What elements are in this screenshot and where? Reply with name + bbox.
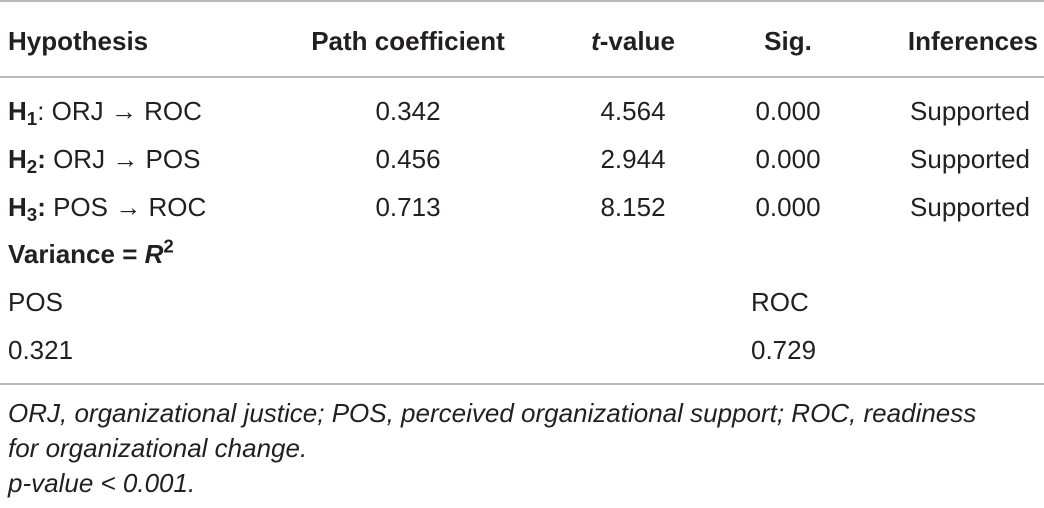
table-row-h3-hypothesis: H3: POS → ROC	[8, 192, 207, 226]
h3-path: POS → ROC	[45, 192, 207, 222]
table-row-h2-t: 2.944	[600, 144, 666, 174]
table-top-rule	[0, 0, 1044, 2]
header-inferences: Inferences	[907, 26, 1038, 56]
h2-path: ORJ → POS	[45, 144, 201, 174]
r-symbol: R	[144, 239, 164, 269]
table-row-h3-inference: Supported	[910, 192, 1030, 222]
table-row-h1-t: 4.564	[600, 96, 666, 126]
variance-pos-label: POS	[8, 287, 63, 317]
footnote-abbrev-line2: for organizational change.	[8, 433, 308, 463]
table-bottom-rule	[0, 383, 1044, 385]
table-row-h2-hypothesis: H2: ORJ → POS	[8, 144, 201, 178]
table-row-h2-sig: 0.000	[755, 144, 821, 174]
table-row-h1-hypothesis: H1: ORJ → ROC	[8, 96, 202, 130]
header-rule	[0, 76, 1044, 78]
h2-label: H2:	[8, 144, 46, 178]
header-t-rest: -value	[599, 26, 675, 56]
header-t-italic: t	[591, 26, 600, 56]
table-row-h3-coef: 0.713	[375, 192, 441, 222]
table-row-h1-inference: Supported	[910, 96, 1030, 126]
table-row-h3-sig: 0.000	[755, 192, 821, 222]
footnote-pvalue: p-value < 0.001.	[8, 468, 196, 498]
header-sig: Sig.	[764, 26, 812, 56]
table-row-h3-t: 8.152	[600, 192, 666, 222]
h3-label: H3:	[8, 192, 46, 226]
table-row-h2-coef: 0.456	[375, 144, 441, 174]
table-row-h2-inference: Supported	[910, 144, 1030, 174]
variance-roc-label: ROC	[751, 287, 809, 317]
table-row-h1-coef: 0.342	[375, 96, 441, 126]
footnote-abbrev-line1: ORJ, organizational justice; POS, percei…	[8, 398, 977, 428]
variance-roc-value: 0.729	[751, 335, 817, 365]
variance-pos-value: 0.321	[8, 335, 74, 365]
h1-path: ORJ → ROC	[44, 96, 202, 126]
r-exponent: 2	[163, 235, 174, 257]
header-path-coefficient: Path coefficient	[311, 26, 505, 56]
h1-label: H1	[8, 96, 38, 130]
variance-heading: Variance = R2	[8, 235, 174, 269]
table-row-h1-sig: 0.000	[755, 96, 821, 126]
header-t-value: t-value	[591, 26, 675, 56]
header-hypothesis: Hypothesis	[8, 26, 149, 56]
